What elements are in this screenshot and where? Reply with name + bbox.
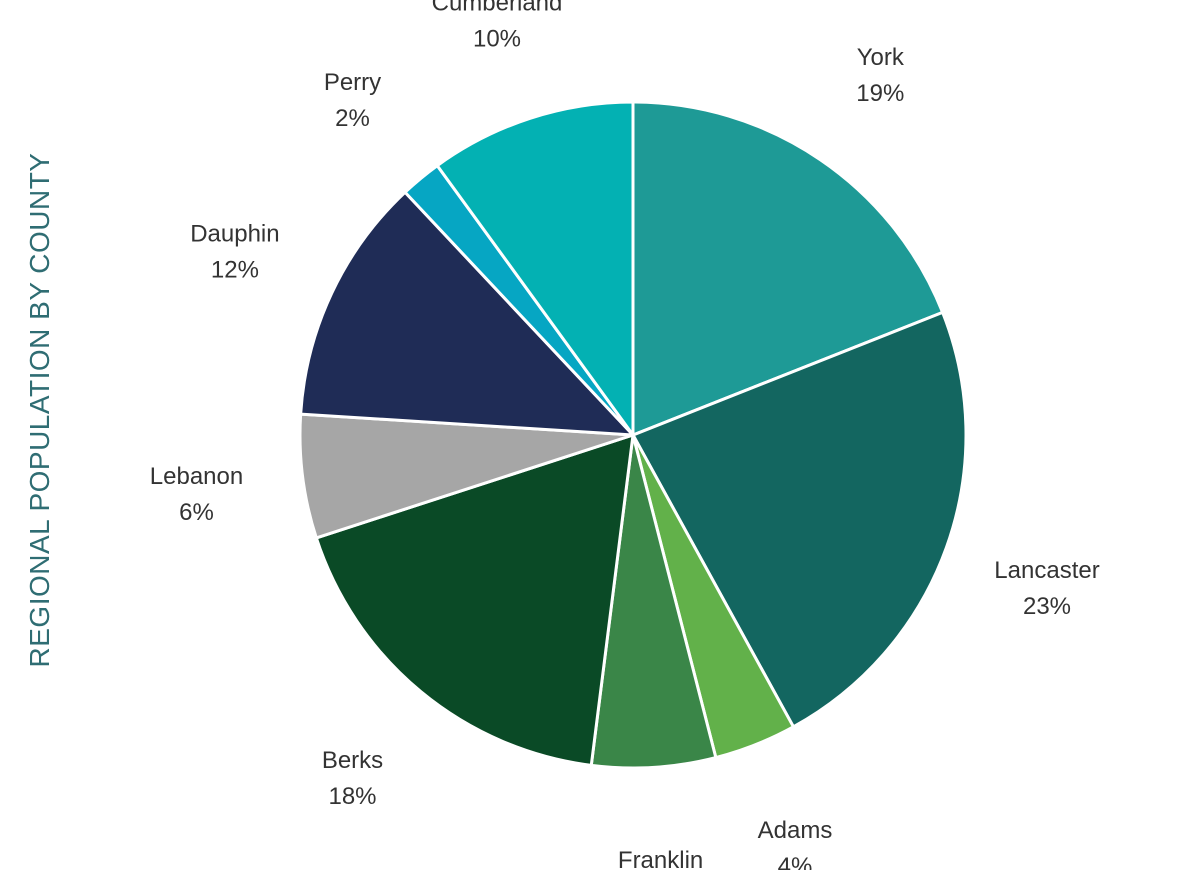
slice-label-perry: Perry xyxy=(324,69,381,96)
pie-slice-cumberland xyxy=(435,100,635,437)
slice-label-franklin: Franklin xyxy=(618,847,703,870)
slice-value-cumberland: 10% xyxy=(473,26,521,53)
slice-label-lebanon: Lebanon xyxy=(150,463,243,490)
chart-title: REGIONAL POPULATION BY COUNTY xyxy=(24,153,55,668)
slice-value-berks: 18% xyxy=(328,783,376,810)
pie-slice-lancaster xyxy=(631,310,968,729)
pie-slice-dauphin xyxy=(299,190,635,437)
pie-labels: York 19% Lancaster 23% Adams 4% Franklin 6% Berk… xyxy=(150,0,1100,870)
pie-slices xyxy=(298,100,968,770)
slice-value-adams: 4% xyxy=(778,853,813,870)
slice-value-dauphin: 12% xyxy=(211,257,259,284)
slice-label-adams: Adams xyxy=(758,817,833,844)
pie-slice-lebanon xyxy=(298,412,635,540)
pie-slice-berks xyxy=(314,433,635,767)
slice-value-lebanon: 6% xyxy=(179,499,214,526)
slice-label-lancaster: Lancaster xyxy=(994,557,1099,584)
pie-slice-franklin xyxy=(589,433,718,770)
slice-label-berks: Berks xyxy=(322,747,383,774)
slice-value-york: 19% xyxy=(856,80,904,107)
slice-value-perry: 2% xyxy=(335,105,370,132)
slice-label-york: York xyxy=(857,44,905,71)
slice-value-lancaster: 23% xyxy=(1023,593,1071,620)
slice-label-dauphin: Dauphin xyxy=(190,221,279,248)
slice-label-cumberland: Cumberland xyxy=(432,0,563,17)
pie-slice-york xyxy=(631,100,945,437)
